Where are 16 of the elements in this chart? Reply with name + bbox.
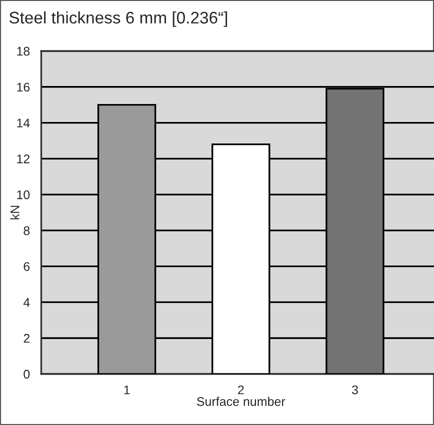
y-tick-label: 12 xyxy=(17,154,30,164)
y-tick-label: 14 xyxy=(17,118,30,128)
y-tick-label: 0 xyxy=(24,370,30,379)
x-axis-title: Surface number xyxy=(196,396,286,406)
x-tick-label: 1 xyxy=(124,386,130,394)
y-tick-label: 6 xyxy=(24,262,30,271)
x-tick-label: 3 xyxy=(352,385,358,394)
y-tick-label: 4 xyxy=(23,298,30,307)
y-tick-label: 18 xyxy=(17,46,30,56)
y-tick-label: 10 xyxy=(17,190,30,200)
chart-title: Steel thickness 6 mm [0.236“] xyxy=(9,11,228,27)
y-axis-title: kN xyxy=(10,206,20,220)
x-tick-label: 2 xyxy=(238,385,244,394)
y-tick-label: 16 xyxy=(17,82,30,92)
y-tick-label: 8 xyxy=(24,226,30,236)
y-tick-label: 2 xyxy=(24,334,30,343)
